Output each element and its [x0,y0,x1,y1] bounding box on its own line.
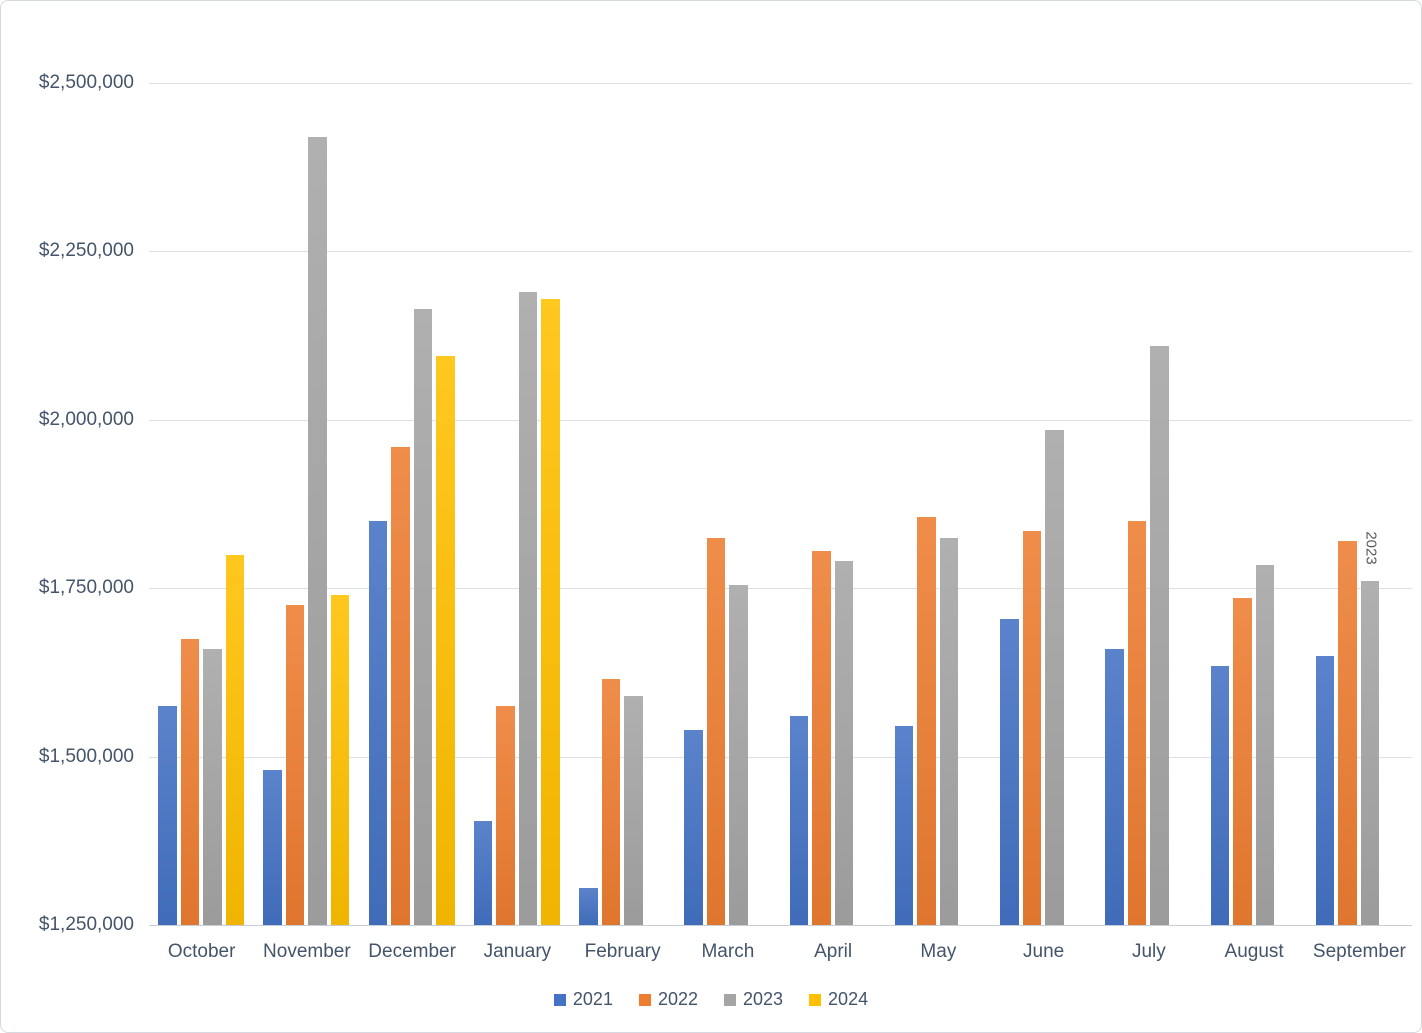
bar-2022-june [1022,530,1041,925]
bar-2022-july [1127,520,1147,925]
bar-2024-november [330,594,350,925]
legend: 2021 2022 2023 2024 [1,989,1421,1010]
bar-2022-may [917,517,936,925]
y-tick-label: $1,500,000 [38,745,134,767]
bar-2023-march [729,584,748,925]
bar-2022-august [1233,598,1252,925]
bar-2022-february [601,679,620,925]
legend-item-2021: 2021 [553,989,613,1010]
x-axis-label-march: March [701,941,755,962]
y-tick-label: $2,500,000 [38,72,134,93]
y-tick-label: $2,250,000 [38,240,134,262]
bar-2023-february [624,695,643,925]
bar-2023-june [1045,429,1064,925]
legend-swatch-icon [553,993,566,1006]
bar-2021-july [1105,648,1124,925]
bar-2023-july [1150,345,1169,925]
x-axis-label-february: February [584,941,661,962]
bar-2021-september [1315,655,1335,925]
bar-2022-january [496,706,515,925]
x-axis-label-july: July [1131,941,1166,962]
legend-item-2022: 2022 [638,989,698,1010]
bar-2021-march [684,729,703,925]
legend-label: 2021 [572,989,613,1009]
x-axis-label-november: November [263,941,351,962]
legend-swatch-icon [809,993,822,1006]
bar-2021-june [1000,618,1019,925]
bar-2022-september [1338,541,1357,925]
x-axis-label-april: April [814,941,853,962]
bar-2022-november [285,605,305,925]
bar-2022-april [812,551,831,925]
bar-2021-february [579,887,598,925]
bar-2021-january [473,820,493,925]
bar-2021-august [1210,665,1229,925]
legend-label: 2023 [743,989,784,1009]
bar-2023-november [308,136,327,925]
legend-swatch-icon [724,993,736,1006]
legend-label: 2024 [828,989,869,1009]
x-axis-line [149,925,1412,926]
x-axis-label-december: December [368,941,456,962]
bar-2024-january [541,298,560,925]
legend-item-2024: 2024 [809,989,868,1010]
series-data-label-2023: 2023 [1362,531,1380,565]
bar-2021-may [894,726,914,925]
bar-2022-october [180,638,199,925]
bar-2023-december [413,308,432,925]
x-axis-label-september: September [1312,941,1406,962]
gridline [149,588,1412,590]
gridline [149,83,1412,84]
plot-area: 2023 [149,83,1412,925]
bar-2021-december [368,520,387,925]
bar-2023-april [834,561,853,925]
y-tick-label: $2,000,000 [38,408,134,430]
x-axis-label-january: January [483,941,552,962]
gridline [149,251,1412,253]
bar-2021-april [789,716,808,925]
legend-swatch-icon [638,993,651,1006]
bar-2023-august [1255,564,1274,925]
bar-2023-september [1360,581,1380,925]
bar-2024-october [225,554,244,925]
bar-2023-january [518,291,538,925]
bar-2022-march [706,537,726,925]
bar-2021-november [263,770,282,925]
gridline [149,419,1412,421]
x-axis-label-august: August [1224,941,1284,962]
x-axis-label-october: October [167,941,236,962]
bar-2023-october [203,648,222,925]
x-axis-label-may: May [920,941,957,962]
gridline [149,756,1412,758]
y-tick-label: $1,750,000 [38,577,134,599]
bar-2021-october [158,706,177,925]
legend-label: 2022 [657,989,698,1009]
legend-item-2023: 2023 [724,989,783,1010]
bar-2022-december [391,446,410,925]
bar-2024-december [436,355,455,925]
bar-2023-may [939,537,959,925]
y-tick-label: $1,250,000 [38,914,134,935]
x-axis-label-june: June [1023,941,1065,962]
